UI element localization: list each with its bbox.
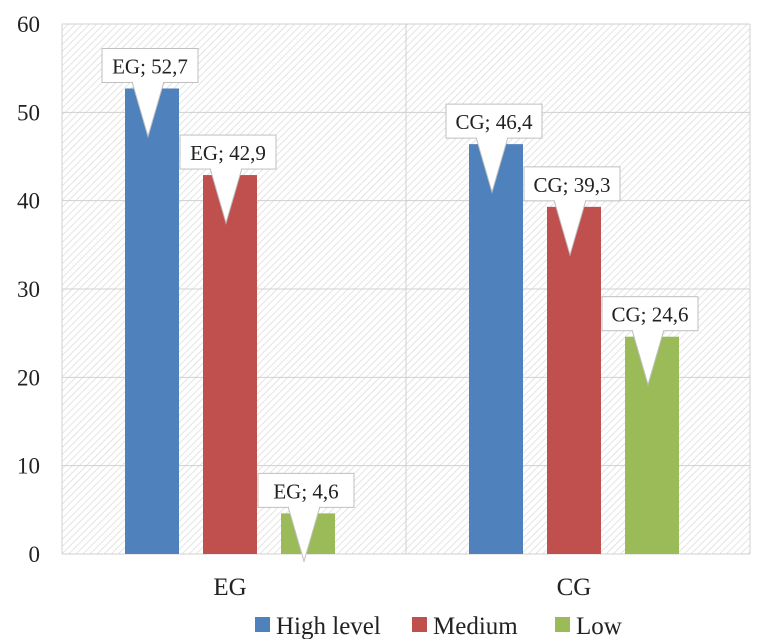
data-label: EG; 42,9 xyxy=(190,141,266,165)
bar-medium-eg xyxy=(203,175,257,555)
bar-medium-cg xyxy=(547,206,601,554)
legend: High level Medium Low xyxy=(255,613,622,640)
legend-swatch-low xyxy=(555,617,570,632)
callout-box xyxy=(257,472,355,508)
bars xyxy=(125,88,679,555)
callout-joint xyxy=(133,80,163,84)
bar-high-level-cg xyxy=(469,144,523,554)
callout-box xyxy=(523,166,621,202)
y-tick-label: 10 xyxy=(17,454,40,479)
legend-label: Medium xyxy=(433,613,518,639)
callout-box xyxy=(601,296,699,332)
legend-swatch-high-level xyxy=(255,617,270,632)
data-label: EG; 52,7 xyxy=(112,54,188,78)
x-axis-labels: EG CG xyxy=(213,574,591,601)
callout-box xyxy=(445,103,543,139)
data-labels: EG; 52,7 EG; 42,9 EG; 4,6 CG; 46,4 CG; 39,3 C… xyxy=(101,47,699,564)
data-label: CG; 39,3 xyxy=(533,173,610,197)
callout-joint xyxy=(477,136,507,140)
y-tick-label: 60 xyxy=(17,12,40,37)
data-label: CG; 46,4 xyxy=(455,110,533,134)
callout-joint xyxy=(289,505,319,509)
y-tick-label: 30 xyxy=(17,277,40,302)
y-axis-ticks: 0 10 20 30 40 50 60 xyxy=(17,12,40,567)
callout-joint xyxy=(211,167,241,171)
x-tick-label: EG xyxy=(213,574,246,601)
legend-label: Low xyxy=(576,613,622,639)
y-tick-label: 0 xyxy=(29,542,41,567)
bar-low-cg xyxy=(625,336,679,554)
data-label: EG; 4,6 xyxy=(273,479,338,503)
legend-swatch-medium xyxy=(412,617,427,632)
callout-joint xyxy=(555,198,585,202)
y-tick-label: 50 xyxy=(17,100,40,125)
bar-high-level-eg xyxy=(125,88,179,554)
callout-box xyxy=(101,47,199,83)
legend-label: High level xyxy=(276,613,381,639)
callout-joint xyxy=(633,328,663,332)
data-label: CG; 24,6 xyxy=(611,303,688,327)
y-tick-label: 20 xyxy=(17,365,40,390)
x-tick-label: CG xyxy=(557,574,592,601)
y-tick-label: 40 xyxy=(17,189,40,214)
